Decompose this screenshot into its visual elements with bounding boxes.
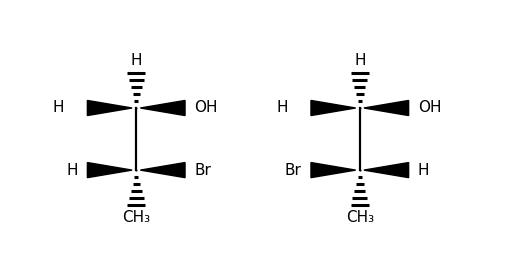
Polygon shape [87,100,132,116]
Polygon shape [87,163,132,178]
Polygon shape [140,163,185,178]
Text: H: H [67,163,78,178]
Text: Br: Br [194,163,211,178]
Text: H: H [53,100,64,116]
Text: OH: OH [194,100,218,116]
Text: H: H [418,163,429,178]
Polygon shape [311,163,356,178]
Text: CH₃: CH₃ [122,210,150,225]
Text: CH₃: CH₃ [346,210,374,225]
Text: H: H [354,53,365,68]
Polygon shape [311,100,356,116]
Text: OH: OH [418,100,442,116]
Polygon shape [140,100,185,116]
Text: H: H [277,100,288,116]
Text: H: H [131,53,142,68]
Polygon shape [364,100,409,116]
Text: Br: Br [285,163,302,178]
Polygon shape [364,163,409,178]
